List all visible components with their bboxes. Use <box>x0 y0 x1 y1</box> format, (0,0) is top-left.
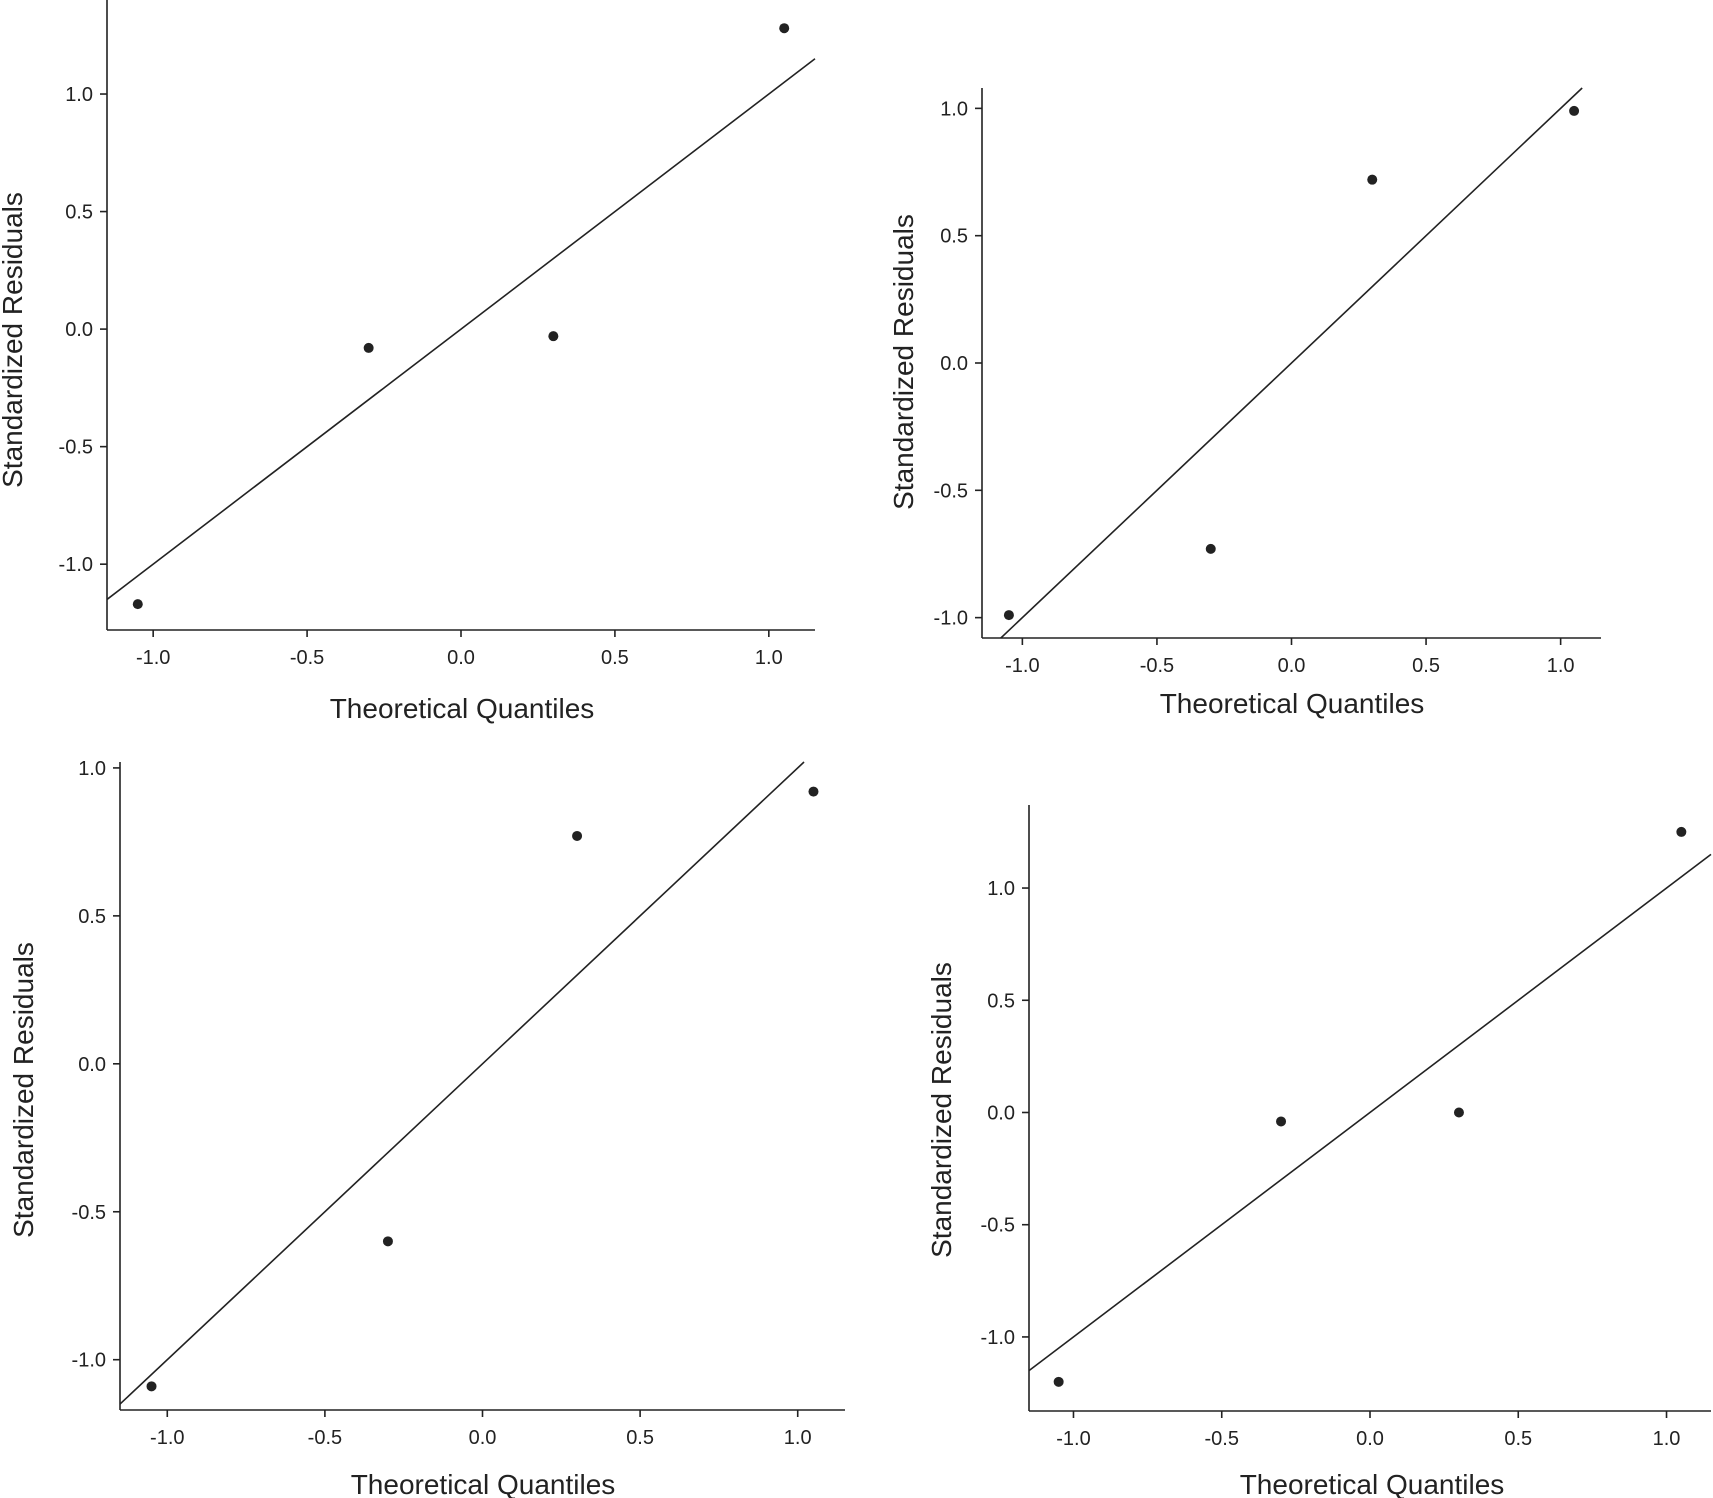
y-tick-label: 1.0 <box>987 878 1015 900</box>
qq-panel-top-left: Theoretical Quantiles Standardized Resid… <box>0 0 816 724</box>
data-point <box>1367 174 1378 185</box>
x-tick-label: -1.0 <box>1005 655 1039 677</box>
y-tick-label: 0.0 <box>987 1102 1015 1124</box>
x-tick-label: 0.5 <box>601 647 629 669</box>
data-point <box>363 342 374 353</box>
y-tick-label: -1.0 <box>981 1327 1015 1349</box>
data-point <box>146 1381 157 1392</box>
y-tick-label: -1.0 <box>72 1350 106 1372</box>
x-tick-label: -1.0 <box>150 1427 184 1449</box>
y-axis-title: Standardized Residuals <box>8 942 39 1238</box>
y-tick-label: 1.0 <box>78 758 106 780</box>
reference-line <box>1000 87 1583 639</box>
y-tick-label: 0.5 <box>65 202 93 224</box>
y-tick-label: -0.5 <box>934 480 968 502</box>
x-tick-label: -1.0 <box>136 647 170 669</box>
y-tick-label: -0.5 <box>72 1202 106 1224</box>
data-point <box>1676 826 1687 837</box>
reference-line <box>119 761 805 1405</box>
x-axis-title: Theoretical Quantiles <box>1240 1469 1505 1498</box>
data-point <box>1205 543 1216 554</box>
data-point <box>382 1236 393 1247</box>
x-tick-label: 1.0 <box>1547 655 1575 677</box>
x-axis-title: Theoretical Quantiles <box>330 693 595 724</box>
y-tick-label: 0.5 <box>987 990 1015 1012</box>
y-tick-label: 0.0 <box>78 1054 106 1076</box>
x-tick-label: 0.5 <box>626 1427 654 1449</box>
data-point <box>548 331 559 342</box>
data-point <box>1569 105 1580 116</box>
x-tick-label: 0.0 <box>469 1427 497 1449</box>
x-axis-title: Theoretical Quantiles <box>1160 688 1425 719</box>
y-tick-label: 0.5 <box>940 226 968 248</box>
data-point <box>132 599 143 610</box>
data-point <box>808 786 819 797</box>
x-tick-label: 0.0 <box>1356 1428 1384 1450</box>
qq-panel-top-right: Theoretical Quantiles Standardized Resid… <box>888 87 1601 719</box>
x-tick-label: 1.0 <box>1653 1428 1681 1450</box>
y-axis-title: Standardized Residuals <box>888 214 919 510</box>
y-tick-label: -0.5 <box>59 437 93 459</box>
y-tick-label: -1.0 <box>59 554 93 576</box>
x-tick-label: -0.5 <box>290 647 324 669</box>
y-axis-title: Standardized Residuals <box>0 192 28 488</box>
qq-panel-bottom-left: Theoretical Quantiles Standardized Resid… <box>8 758 845 1498</box>
y-tick-label: 1.0 <box>65 84 93 106</box>
x-tick-label: -0.5 <box>1205 1428 1239 1450</box>
x-tick-label: -0.5 <box>1140 655 1174 677</box>
x-tick-label: -0.5 <box>308 1427 342 1449</box>
y-tick-label: 1.0 <box>940 98 968 120</box>
y-axis-title: Standardized Residuals <box>926 962 957 1258</box>
qq-panel-bottom-right: Theoretical Quantiles Standardized Resid… <box>926 805 1712 1498</box>
x-axis-title: Theoretical Quantiles <box>351 1469 616 1498</box>
reference-line <box>1028 853 1712 1372</box>
x-tick-label: 0.5 <box>1412 655 1440 677</box>
data-point <box>1276 1116 1287 1127</box>
x-tick-label: 1.0 <box>755 647 783 669</box>
y-tick-label: 0.5 <box>78 906 106 928</box>
data-point <box>1053 1376 1064 1387</box>
x-tick-label: -1.0 <box>1056 1428 1090 1450</box>
data-point <box>572 830 583 841</box>
x-tick-label: 0.0 <box>1278 655 1306 677</box>
x-tick-label: 1.0 <box>784 1427 812 1449</box>
y-tick-label: 0.0 <box>940 353 968 375</box>
data-point <box>779 23 790 34</box>
y-tick-label: 0.0 <box>65 319 93 341</box>
reference-line <box>106 58 816 601</box>
x-tick-label: 0.5 <box>1504 1428 1532 1450</box>
x-tick-label: 0.0 <box>447 647 475 669</box>
data-point <box>1003 610 1014 621</box>
y-tick-label: -0.5 <box>981 1215 1015 1237</box>
data-point <box>1453 1107 1464 1118</box>
y-tick-label: -1.0 <box>934 608 968 630</box>
